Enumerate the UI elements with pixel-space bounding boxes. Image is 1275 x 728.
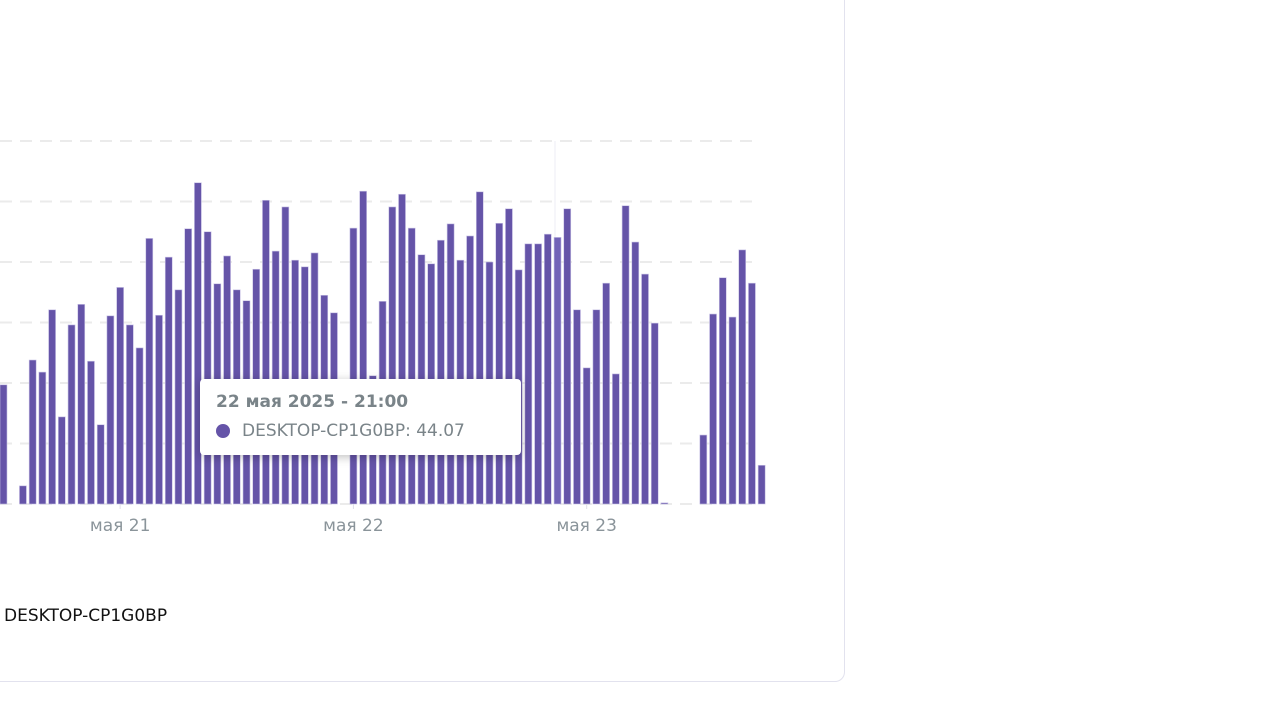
- bar[interactable]: [650, 322, 659, 505]
- bar[interactable]: [174, 289, 183, 505]
- bar[interactable]: [407, 227, 416, 505]
- bar[interactable]: [446, 223, 455, 505]
- bar[interactable]: [359, 190, 367, 505]
- bar[interactable]: [48, 309, 56, 505]
- bar[interactable]: [718, 277, 727, 505]
- bar[interactable]: [203, 231, 212, 505]
- bar[interactable]: [398, 193, 406, 505]
- bar[interactable]: [106, 315, 115, 505]
- bar[interactable]: [582, 367, 591, 505]
- tooltip-title: 22 мая 2025 - 21:00: [216, 392, 409, 412]
- bar[interactable]: [164, 256, 173, 505]
- bar[interactable]: [310, 252, 319, 505]
- bar[interactable]: [563, 208, 572, 505]
- bar[interactable]: [96, 424, 105, 505]
- bar[interactable]: [87, 360, 95, 505]
- bar[interactable]: [748, 282, 756, 505]
- bar[interactable]: [728, 316, 737, 505]
- chart-tooltip: 22 мая 2025 - 21:00 DESKTOP-CP1G0BP: 44.…: [200, 379, 521, 455]
- bar[interactable]: [0, 384, 8, 505]
- bar[interactable]: [660, 502, 669, 505]
- bar[interactable]: [524, 243, 533, 505]
- bar[interactable]: [58, 416, 66, 505]
- bar[interactable]: [641, 273, 649, 505]
- bar[interactable]: [67, 324, 76, 505]
- bar[interactable]: [126, 324, 134, 505]
- bar[interactable]: [495, 222, 504, 505]
- bar[interactable]: [271, 250, 280, 505]
- x-tick-label: мая 23: [556, 516, 617, 536]
- series-dot-icon: [216, 424, 230, 438]
- bar[interactable]: [505, 208, 513, 505]
- bar[interactable]: [145, 238, 154, 505]
- bar[interactable]: [592, 309, 601, 505]
- x-tick-label: мая 21: [90, 516, 151, 536]
- bar[interactable]: [602, 282, 610, 505]
- tooltip-value: DESKTOP-CP1G0BP: 44.07: [242, 421, 465, 441]
- bar[interactable]: [612, 373, 620, 505]
- bar[interactable]: [475, 191, 484, 505]
- bar[interactable]: [184, 228, 192, 505]
- bar[interactable]: [553, 237, 562, 505]
- bar[interactable]: [757, 464, 766, 505]
- bar[interactable]: [388, 206, 397, 505]
- bar[interactable]: [262, 199, 270, 505]
- bar[interactable]: [466, 235, 474, 505]
- bar[interactable]: [738, 249, 747, 505]
- bar[interactable]: [77, 304, 86, 505]
- bar[interactable]: [28, 359, 37, 505]
- bar[interactable]: [19, 485, 27, 505]
- tooltip-row: DESKTOP-CP1G0BP: 44.07: [216, 419, 505, 443]
- bar[interactable]: [135, 347, 144, 505]
- bar[interactable]: [631, 241, 640, 505]
- bar[interactable]: [349, 227, 358, 505]
- x-tick-label: мая 22: [323, 516, 384, 536]
- bar[interactable]: [573, 309, 581, 505]
- bar[interactable]: [155, 314, 163, 505]
- legend-item[interactable]: DESKTOP-CP1G0BP: [4, 606, 168, 626]
- bar[interactable]: [38, 371, 47, 505]
- bar[interactable]: [544, 233, 552, 505]
- bar[interactable]: [116, 287, 124, 505]
- bar[interactable]: [437, 239, 445, 505]
- bar[interactable]: [621, 205, 630, 505]
- bar[interactable]: [281, 206, 290, 505]
- bar[interactable]: [709, 313, 717, 505]
- bar[interactable]: [534, 243, 542, 505]
- bar[interactable]: [699, 434, 708, 505]
- bar[interactable]: [194, 182, 202, 505]
